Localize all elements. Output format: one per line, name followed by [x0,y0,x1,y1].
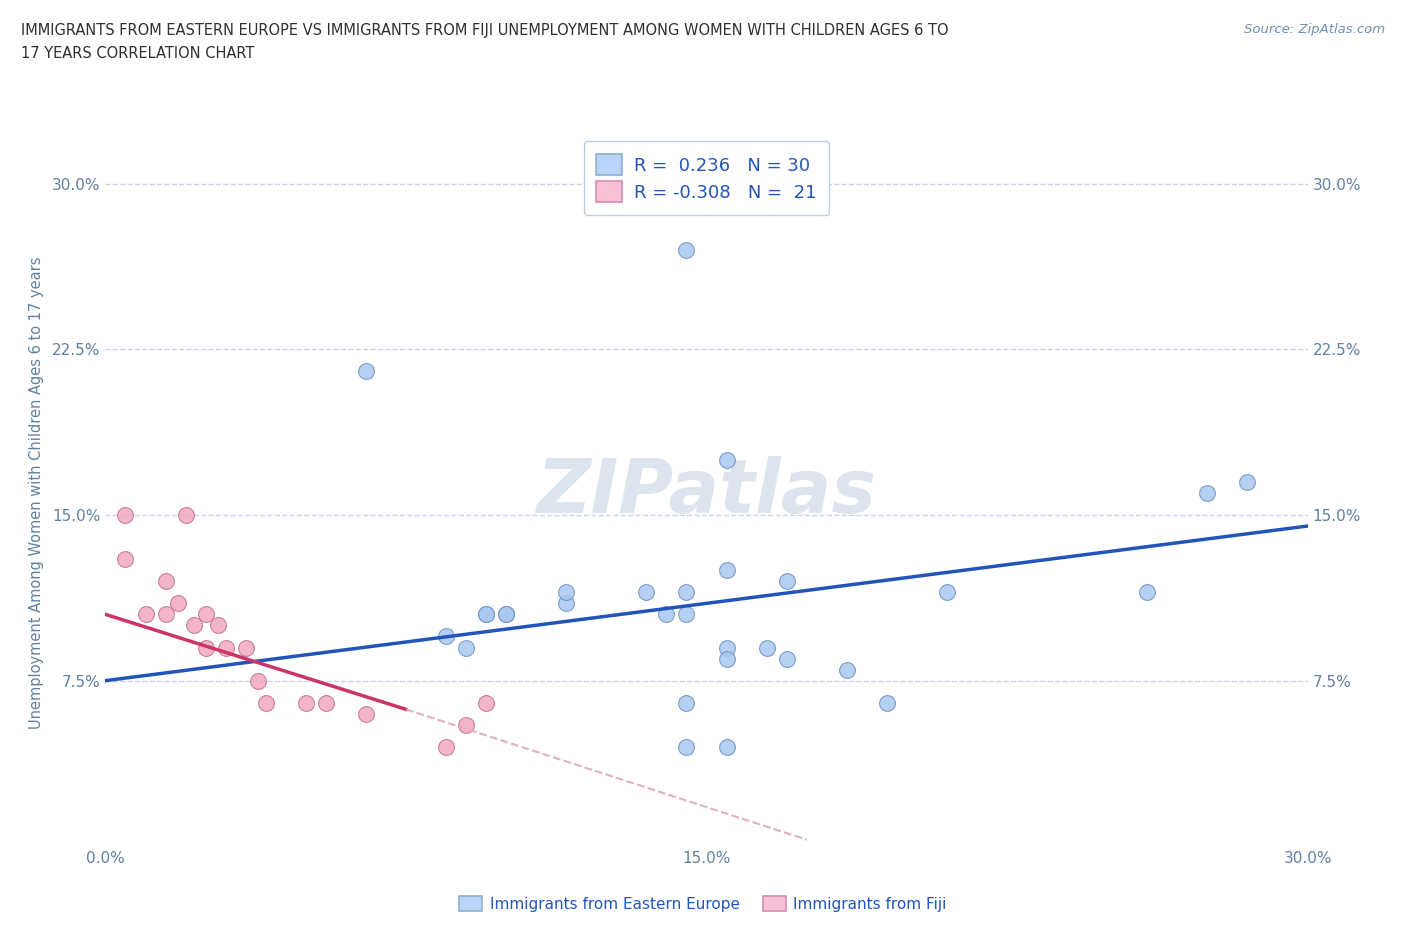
Text: 17 YEARS CORRELATION CHART: 17 YEARS CORRELATION CHART [21,46,254,61]
Point [254,696,277,711]
Point [876,696,898,711]
Point [495,607,517,622]
Point [475,696,498,711]
Point [207,618,229,633]
Point [776,651,799,666]
Point [475,607,498,622]
Point [555,596,578,611]
Point [555,585,578,600]
Point [1136,585,1159,600]
Point [716,640,738,655]
Point [716,452,738,467]
Point [675,607,697,622]
Point [166,596,188,611]
Point [246,673,269,688]
Point [1236,474,1258,489]
Point [755,640,778,655]
Y-axis label: Unemployment Among Women with Children Ages 6 to 17 years: Unemployment Among Women with Children A… [28,257,44,729]
Point [434,739,457,754]
Point [716,739,738,754]
Point [675,243,697,258]
Text: IMMIGRANTS FROM EASTERN EUROPE VS IMMIGRANTS FROM FIJI UNEMPLOYMENT AMONG WOMEN : IMMIGRANTS FROM EASTERN EUROPE VS IMMIGR… [21,23,949,38]
Point [434,629,457,644]
Point [495,607,517,622]
Point [454,717,477,732]
Point [1197,485,1219,500]
Point [155,607,177,622]
Point [636,585,658,600]
Point [114,508,136,523]
Text: ZIPatlas: ZIPatlas [537,457,876,529]
Text: Source: ZipAtlas.com: Source: ZipAtlas.com [1244,23,1385,36]
Legend: Immigrants from Eastern Europe, Immigrants from Fiji: Immigrants from Eastern Europe, Immigran… [453,890,953,918]
Point [835,662,858,677]
Point [936,585,959,600]
Point [354,707,377,722]
Point [655,607,678,622]
Point [295,696,318,711]
Point [183,618,205,633]
Point [155,574,177,589]
Legend: R =  0.236   N = 30, R = -0.308   N =  21: R = 0.236 N = 30, R = -0.308 N = 21 [583,141,830,215]
Point [675,585,697,600]
Point [214,640,236,655]
Point [675,739,697,754]
Point [114,551,136,566]
Point [454,640,477,655]
Point [675,696,697,711]
Point [716,563,738,578]
Point [776,574,799,589]
Point [315,696,337,711]
Point [174,508,197,523]
Point [194,607,217,622]
Point [716,651,738,666]
Point [194,640,217,655]
Point [135,607,157,622]
Point [235,640,257,655]
Point [354,364,377,379]
Point [475,607,498,622]
